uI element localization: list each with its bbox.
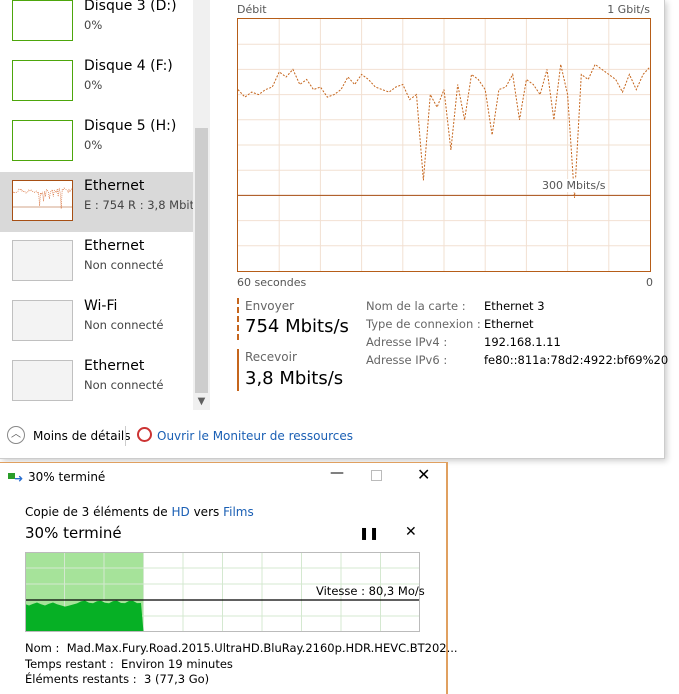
- device-status: 0%: [84, 138, 103, 152]
- chevron-up-icon[interactable]: ︿: [7, 426, 25, 444]
- disk-thumbnail: [12, 120, 73, 161]
- send-label: Envoyer: [245, 299, 295, 313]
- desc-text: Copie de 3 éléments de: [25, 505, 172, 519]
- graph-max: 1 Gbit/s: [607, 3, 650, 16]
- graph-time-right: 0: [646, 276, 653, 289]
- device-status: 0%: [84, 18, 103, 32]
- sent-series-line: [238, 63, 650, 198]
- divider: [125, 426, 126, 446]
- cancel-button[interactable]: ✕: [405, 524, 417, 540]
- close-button[interactable]: ✕: [417, 465, 431, 484]
- resource-monitor-icon: [137, 427, 152, 442]
- device-item[interactable]: Wi-Fi Non connecté: [0, 292, 193, 352]
- detail-key: Adresse IPv6 :: [366, 353, 448, 367]
- disk-thumbnail: [12, 60, 73, 101]
- speed-area: [25, 600, 144, 632]
- destination-link[interactable]: Films: [223, 505, 254, 519]
- device-item[interactable]: Ethernet Non connecté: [0, 232, 193, 292]
- progress-heading: 30% terminé: [25, 524, 122, 542]
- items-label: Éléments restants :: [25, 672, 137, 686]
- scrollbar[interactable]: ▼: [193, 0, 210, 410]
- device-item[interactable]: Ethernet E : 754 R : 3,8 Mbits/s: [0, 172, 193, 232]
- detail-value: 192.168.1.11: [484, 335, 561, 349]
- device-name: Ethernet: [84, 358, 145, 374]
- receive-label: Recevoir: [245, 350, 297, 364]
- dialog-title: 30% terminé: [28, 470, 106, 484]
- device-name: Disque 3 (D:): [84, 0, 177, 14]
- device-status: E : 754 R : 3,8 Mbits/s: [84, 198, 193, 212]
- device-name: Wi-Fi: [84, 298, 118, 314]
- device-item[interactable]: Disque 4 (F:) 0%: [0, 52, 193, 112]
- graph-time-left: 60 secondes: [237, 276, 307, 289]
- throughput-graph: [237, 18, 651, 272]
- device-name: Disque 5 (H:): [84, 118, 177, 134]
- device-item[interactable]: Ethernet Non connecté: [0, 352, 193, 410]
- receive-value: 3,8 Mbits/s: [245, 368, 344, 389]
- receive-legend-marker: [237, 349, 239, 391]
- detail-key: Nom de la carte :: [366, 299, 466, 313]
- graph-border: [25, 552, 420, 632]
- disconnected-thumbnail: [12, 240, 73, 281]
- task-manager-window: Disque 3 (D:) 0% Disque 4 (F:) 0% Disque 5 (…: [0, 0, 669, 459]
- minimize-button[interactable]: —: [330, 465, 344, 481]
- source-link[interactable]: HD: [171, 505, 190, 519]
- copy-dialog: ➜ 30% terminé — ✕ Copie de 3 éléments de…: [0, 462, 458, 694]
- device-name: Ethernet: [84, 178, 145, 194]
- disk-thumbnail: [12, 0, 73, 41]
- resource-monitor-link[interactable]: Ouvrir le Moniteur de ressources: [157, 429, 353, 443]
- device-item[interactable]: Disque 5 (H:) 0%: [0, 112, 193, 172]
- items-value: 3 (77,3 Go): [144, 672, 210, 686]
- footer-bar: ︿ Moins de détails Ouvrir le Moniteur de…: [0, 420, 665, 450]
- device-item[interactable]: Disque 3 (D:) 0%: [0, 0, 193, 52]
- scrollbar-thumb[interactable]: [195, 128, 208, 393]
- device-list: Disque 3 (D:) 0% Disque 4 (F:) 0% Disque 5 (…: [0, 0, 193, 410]
- scale-line-label: 300 Mbits/s: [540, 179, 608, 192]
- send-value: 754 Mbits/s: [245, 316, 349, 337]
- detail-value: Ethernet 3: [484, 299, 545, 313]
- detail-value: fe80::811a:78d2:4922:bf69%20: [484, 353, 669, 367]
- copy-description: Copie de 3 éléments de HD vers Films: [25, 505, 254, 519]
- maximize-button[interactable]: [371, 470, 382, 481]
- speed-label: Vitesse : 80,3 Mo/s: [316, 584, 425, 598]
- device-status: Non connecté: [84, 258, 164, 272]
- ethernet-thumbnail: [12, 180, 73, 221]
- detail-key: Type de connexion :: [366, 317, 481, 331]
- desc-text: vers: [189, 505, 224, 519]
- copy-icon: [8, 473, 15, 479]
- device-status: Non connecté: [84, 378, 164, 392]
- device-name: Disque 4 (F:): [84, 58, 173, 74]
- disconnected-thumbnail: [12, 360, 73, 401]
- time-label: Temps restant :: [25, 656, 114, 671]
- disconnected-thumbnail: [12, 300, 73, 341]
- detail-key: Adresse IPv4 :: [366, 335, 448, 349]
- device-status: Non connecté: [84, 318, 164, 332]
- copy-details: Nom : Mad.Max.Fury.Road.2015.UltraHD.Blu…: [25, 641, 458, 688]
- graph-title: Débit: [237, 3, 267, 16]
- name-label: Nom :: [25, 641, 60, 655]
- less-details-button[interactable]: Moins de détails: [33, 429, 131, 443]
- scroll-down-arrow-icon[interactable]: ▼: [197, 396, 206, 407]
- name-value: Mad.Max.Fury.Road.2015.UltraHD.BluRay.21…: [66, 641, 458, 655]
- detail-value: Ethernet: [484, 317, 534, 331]
- pause-button[interactable]: ❚❚: [359, 526, 380, 540]
- time-value: Environ 19 minutes: [121, 656, 233, 671]
- device-status: 0%: [84, 78, 103, 92]
- copy-arrow-icon: ➜: [14, 472, 24, 485]
- send-legend-marker: [237, 298, 239, 340]
- device-name: Ethernet: [84, 238, 145, 254]
- copy-speed-graph: [25, 552, 420, 632]
